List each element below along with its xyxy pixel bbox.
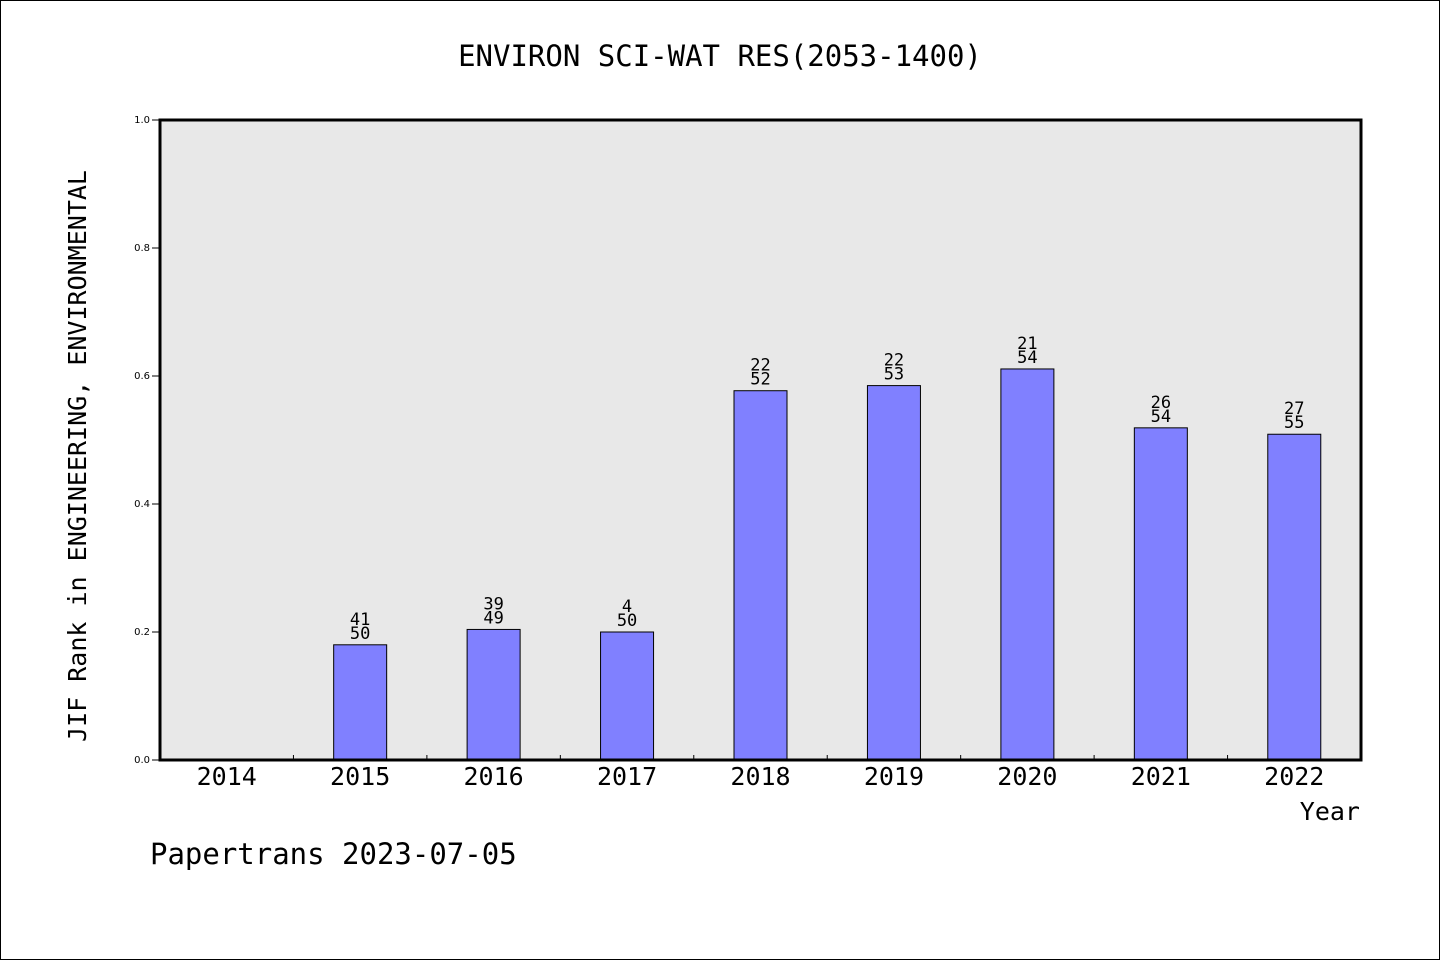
x-tick-label: 2015 <box>330 762 390 791</box>
y-tick-label: 0.8 <box>134 243 150 254</box>
y-tick-label: 0.0 <box>134 755 150 766</box>
bar-label-rank: 4 <box>622 597 632 617</box>
bar-2019 <box>866 385 921 761</box>
y-axis: 0.0 0.2 0.4 0.6 0.8 1.0 <box>134 115 160 766</box>
bar-label-rank: 22 <box>750 356 770 376</box>
bar-label-rank: 41 <box>350 610 370 630</box>
bar-label-rank: 26 <box>1151 393 1171 413</box>
x-tick-label: 2022 <box>1264 762 1324 791</box>
bar-label-rank: 27 <box>1284 399 1304 419</box>
bar-label-total: 54 <box>1017 348 1037 368</box>
x-tick-label: 2017 <box>597 762 657 791</box>
y-tick-label: 0.4 <box>134 499 150 510</box>
watermark: Papertrans 2023-07-05 <box>150 837 517 871</box>
bar-label-total: 50 <box>350 624 370 644</box>
x-axis: 2014 2015 2016 2017 2018 2019 2020 2021 2022 <box>197 755 1324 791</box>
bar-label-rank: 21 <box>1017 334 1037 354</box>
bar-2018 <box>733 390 788 761</box>
plot-border <box>158 118 1363 762</box>
y-tick-label: 0.6 <box>134 371 150 382</box>
y-tick-label: 0.2 <box>134 627 150 638</box>
x-tick-label: 2021 <box>1131 762 1191 791</box>
bar-2017 <box>600 631 655 761</box>
y-axis-label: JIF Rank in ENGINEERING, ENVIRONMENTAL <box>63 170 92 742</box>
bar-2022 <box>1267 433 1322 761</box>
x-tick-label: 2019 <box>864 762 924 791</box>
bar-2020 <box>1000 368 1055 761</box>
x-tick-label: 2016 <box>464 762 524 791</box>
bar-label-rank: 22 <box>884 351 904 371</box>
x-tick-label: 2018 <box>730 762 790 791</box>
bar-label-total: 49 <box>483 608 503 628</box>
x-tick-label: 2014 <box>197 762 257 791</box>
bar-label-total: 52 <box>750 370 770 390</box>
bars <box>333 368 1322 761</box>
bar-label-total: 50 <box>617 611 637 631</box>
x-tick-label: 2020 <box>997 762 1057 791</box>
bar-2016 <box>466 628 521 761</box>
bar-label-total: 53 <box>884 365 904 385</box>
bar-2015 <box>333 644 388 761</box>
chart-title: ENVIRON SCI-WAT RES(2053-1400) <box>458 39 982 73</box>
bar-2021 <box>1133 427 1188 761</box>
bar-label-total: 54 <box>1151 407 1171 427</box>
bar-label-rank: 39 <box>483 594 503 614</box>
x-axis-label: Year <box>1300 797 1360 826</box>
y-tick-label: 1.0 <box>134 115 150 126</box>
bar-label-total: 55 <box>1284 413 1304 433</box>
